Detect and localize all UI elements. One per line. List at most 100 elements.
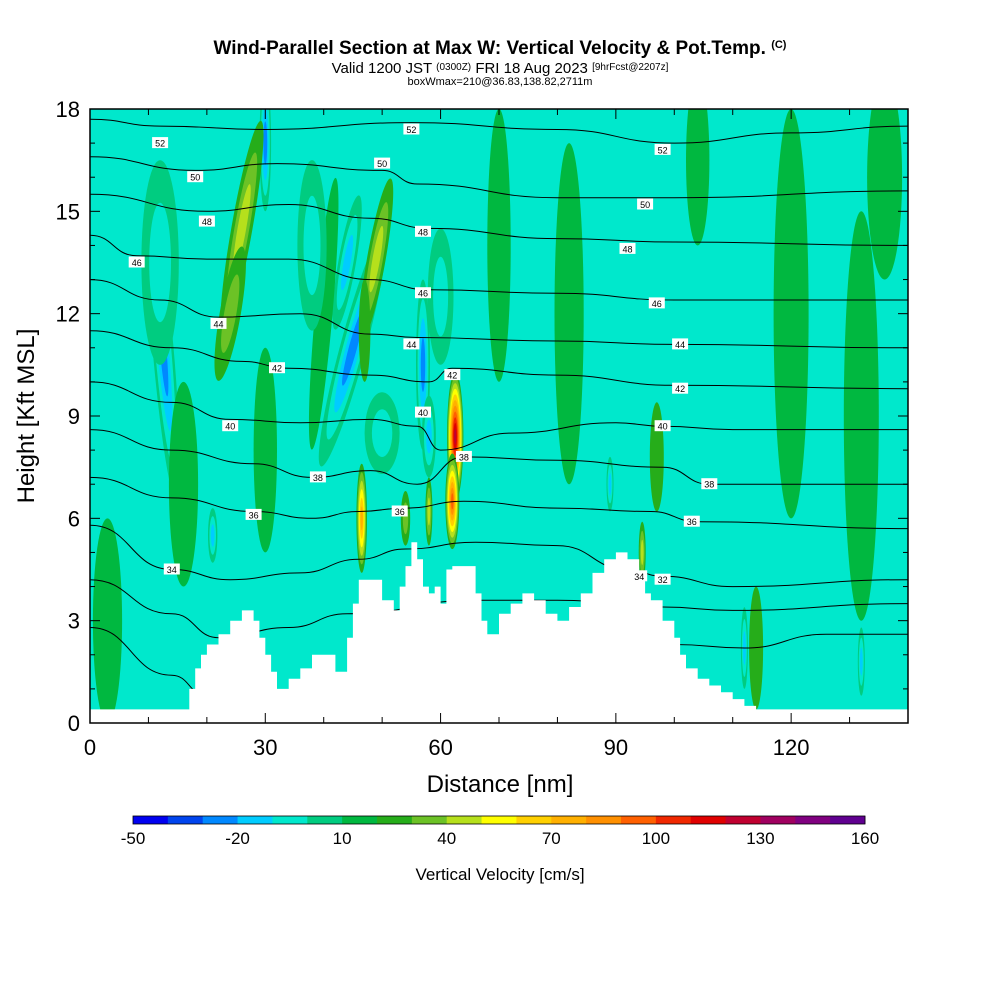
contour-label: 42 bbox=[447, 371, 457, 381]
x-tick-label: 30 bbox=[253, 735, 277, 760]
colorbar-swatch bbox=[760, 816, 796, 824]
contour-label-box bbox=[654, 143, 671, 155]
contour-label-box bbox=[648, 297, 665, 309]
contour-label-box bbox=[415, 287, 431, 299]
colorbar-swatch bbox=[167, 816, 204, 824]
velocity-cell-22 bbox=[649, 402, 664, 512]
colorbar-tick-label: 100 bbox=[642, 829, 670, 848]
subtitle-date: FRI 18 Aug 2023 bbox=[475, 60, 588, 77]
contour-label-box bbox=[245, 508, 262, 520]
velocity-level bbox=[371, 409, 393, 457]
colorbar-swatch bbox=[202, 816, 238, 824]
theta-contour-40 bbox=[90, 381, 908, 451]
subtitle-utc-time: (0300Z) bbox=[436, 62, 472, 73]
contour-label: 40 bbox=[658, 422, 668, 432]
theta-contour-50 bbox=[90, 156, 908, 199]
theta-contour-52 bbox=[90, 118, 908, 144]
velocity-level bbox=[859, 647, 863, 676]
velocity-level bbox=[686, 109, 710, 246]
contour-label: 40 bbox=[418, 408, 428, 418]
subtitle-valid-time: Valid 1200 JST bbox=[331, 60, 432, 77]
contour-label: 44 bbox=[406, 340, 416, 350]
colorbar-tick-label: 130 bbox=[746, 829, 774, 848]
contour-label: 48 bbox=[202, 217, 212, 227]
velocity-level bbox=[149, 202, 172, 323]
velocity-level bbox=[369, 225, 384, 293]
theta-contour-46 bbox=[90, 234, 908, 301]
colorbar-label: Vertical Velocity [cm/s] bbox=[415, 865, 584, 884]
colorbar-swatch bbox=[551, 816, 587, 824]
x-tick-label: 60 bbox=[428, 735, 452, 760]
colorbar-swatch bbox=[830, 816, 866, 824]
contour-label: 34 bbox=[167, 565, 177, 575]
velocity-level bbox=[451, 493, 454, 510]
velocity-cell-33 bbox=[686, 109, 710, 246]
colorbar-swatch bbox=[481, 816, 517, 824]
contour-label-box bbox=[672, 382, 689, 394]
contour-label-box bbox=[654, 420, 671, 432]
contour-label-box bbox=[222, 420, 239, 432]
velocity-cell-9 bbox=[606, 456, 614, 512]
velocity-level bbox=[454, 428, 457, 445]
contour-label-box bbox=[374, 157, 391, 169]
contour-label: 46 bbox=[418, 289, 428, 299]
velocity-level bbox=[773, 109, 809, 519]
velocity-cell-8 bbox=[208, 508, 218, 563]
velocity-cell-16 bbox=[356, 463, 368, 573]
contour-label-box bbox=[403, 123, 420, 135]
contour-label: 44 bbox=[675, 340, 685, 350]
x-tick-label: 90 bbox=[604, 735, 628, 760]
contour-label-box bbox=[391, 505, 408, 517]
velocity-level bbox=[168, 381, 199, 587]
contour-label: 38 bbox=[313, 473, 323, 483]
velocity-cell-32 bbox=[92, 518, 123, 723]
velocity-level bbox=[608, 473, 612, 496]
colorbar: -50 -20 10 40 70 100 130 160 bbox=[121, 815, 879, 848]
contour-label: 52 bbox=[406, 125, 416, 135]
contour-label: 48 bbox=[418, 227, 428, 237]
contour-label-box bbox=[654, 573, 671, 585]
contour-label: 36 bbox=[687, 517, 697, 527]
contour-label-box bbox=[152, 137, 169, 149]
contour-label-box bbox=[701, 478, 718, 490]
colorbar-swatch bbox=[621, 816, 657, 824]
velocity-level bbox=[427, 497, 431, 526]
velocity-cell-34 bbox=[427, 228, 454, 365]
colorbar-tick-label: -50 bbox=[121, 829, 146, 848]
contour-label-box bbox=[269, 362, 285, 374]
contour-label: 44 bbox=[213, 319, 223, 329]
colorbar-swatch bbox=[446, 816, 482, 824]
contour-label: 52 bbox=[658, 145, 668, 155]
colorbar-swatch bbox=[342, 816, 378, 824]
contour-label-box bbox=[128, 256, 145, 268]
velocity-cell-13 bbox=[214, 246, 246, 381]
contour-label-box bbox=[198, 215, 215, 227]
velocity-cell-35 bbox=[297, 160, 327, 331]
velocity-level bbox=[487, 109, 511, 382]
velocity-level bbox=[92, 518, 123, 723]
y-tick-label: 12 bbox=[56, 302, 80, 327]
contour-label: 36 bbox=[395, 507, 405, 517]
contour-label-box bbox=[455, 450, 472, 462]
contour-label: 38 bbox=[459, 452, 469, 462]
colorbar-swatch bbox=[411, 816, 448, 824]
velocity-cell-4 bbox=[332, 195, 362, 330]
velocity-level bbox=[867, 109, 903, 280]
contour-label: 38 bbox=[704, 480, 714, 490]
contour-label: 34 bbox=[634, 572, 644, 582]
colorbar-swatch bbox=[377, 816, 413, 824]
velocity-cell-25 bbox=[308, 177, 339, 450]
velocity-cell-26 bbox=[487, 109, 511, 382]
contour-label: 48 bbox=[622, 244, 632, 254]
velocity-cell-29 bbox=[843, 211, 879, 621]
copyright-mark: (C) bbox=[771, 39, 787, 51]
velocity-cell-28 bbox=[773, 109, 809, 519]
contour-label: 46 bbox=[132, 258, 142, 268]
contour-label-box bbox=[619, 242, 636, 254]
colorbar-tick-label: -20 bbox=[225, 829, 250, 848]
contour-label-box bbox=[163, 563, 180, 575]
velocity-level bbox=[433, 256, 449, 337]
colorbar-swatch bbox=[690, 816, 726, 824]
